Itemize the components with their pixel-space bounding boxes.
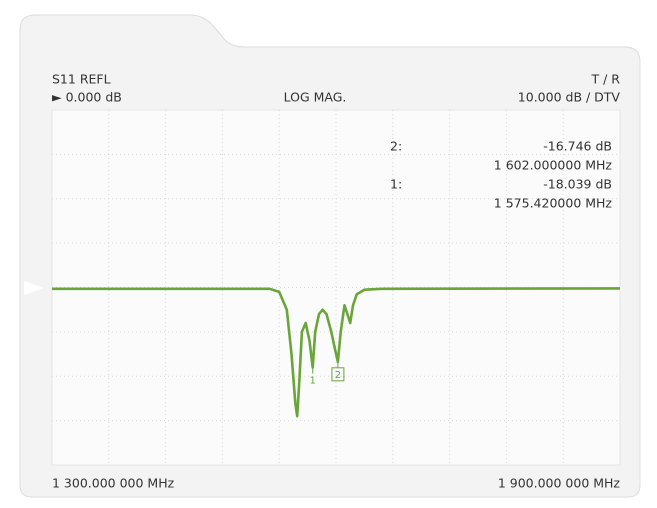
marker-value: -16.746 dB <box>543 139 612 154</box>
marker-value: -18.039 dB <box>543 177 612 192</box>
scale: 10.000 dB / DTV <box>518 90 621 105</box>
marker-index: 1: <box>390 177 402 192</box>
reference-pointer <box>24 281 44 295</box>
marker-frequency: 1 602.000000 MHz <box>494 158 613 173</box>
marker-box <box>331 367 345 382</box>
x-tick-label: 1 900.000 000 MHz <box>498 476 621 491</box>
format: LOG MAG. <box>284 90 347 105</box>
grid <box>52 110 620 465</box>
marker-label: 2 <box>335 370 341 381</box>
x-tick-label: 1 300.000 000 MHz <box>52 476 175 491</box>
marker-frequency: 1 575.420000 MHz <box>494 196 613 211</box>
reference-level: ► 0.000 dB <box>52 90 122 105</box>
trace-title: S11 REFL <box>52 72 111 87</box>
marker-index: 2: <box>390 139 402 154</box>
trace <box>52 287 621 418</box>
marker-label: 1 <box>310 376 316 387</box>
path: T / R <box>591 72 621 87</box>
